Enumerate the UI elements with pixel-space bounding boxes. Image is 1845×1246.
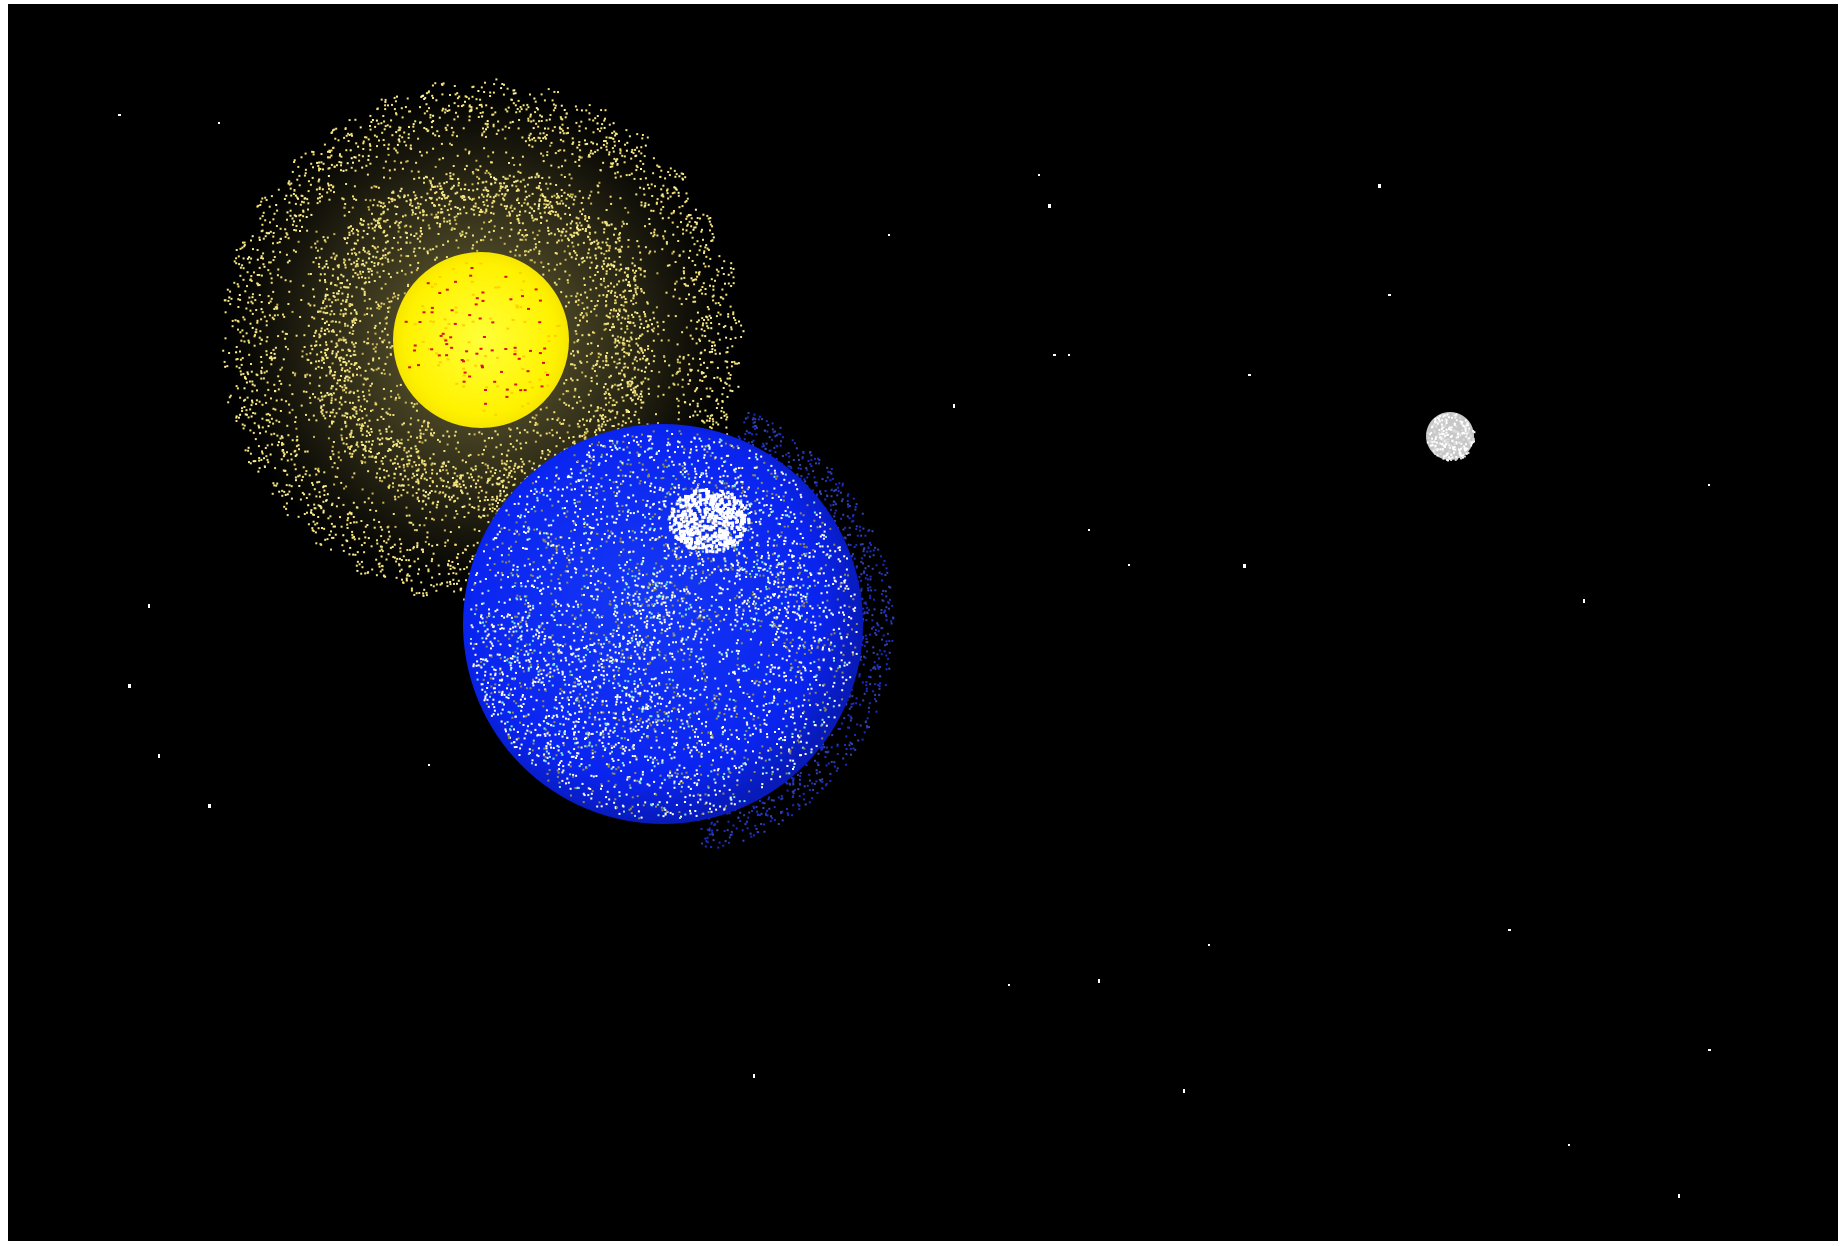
space-scene [8,4,1838,1241]
sun-speckles [404,262,561,416]
stars-layer [118,114,1711,1198]
moon [1426,412,1476,462]
earth-disc [463,424,863,824]
earth-texture [469,429,858,820]
sun-core [393,252,569,428]
moon-texture [1426,412,1476,462]
earth [463,411,895,849]
space-illustration [8,4,1838,1241]
sun-corona [222,78,745,602]
